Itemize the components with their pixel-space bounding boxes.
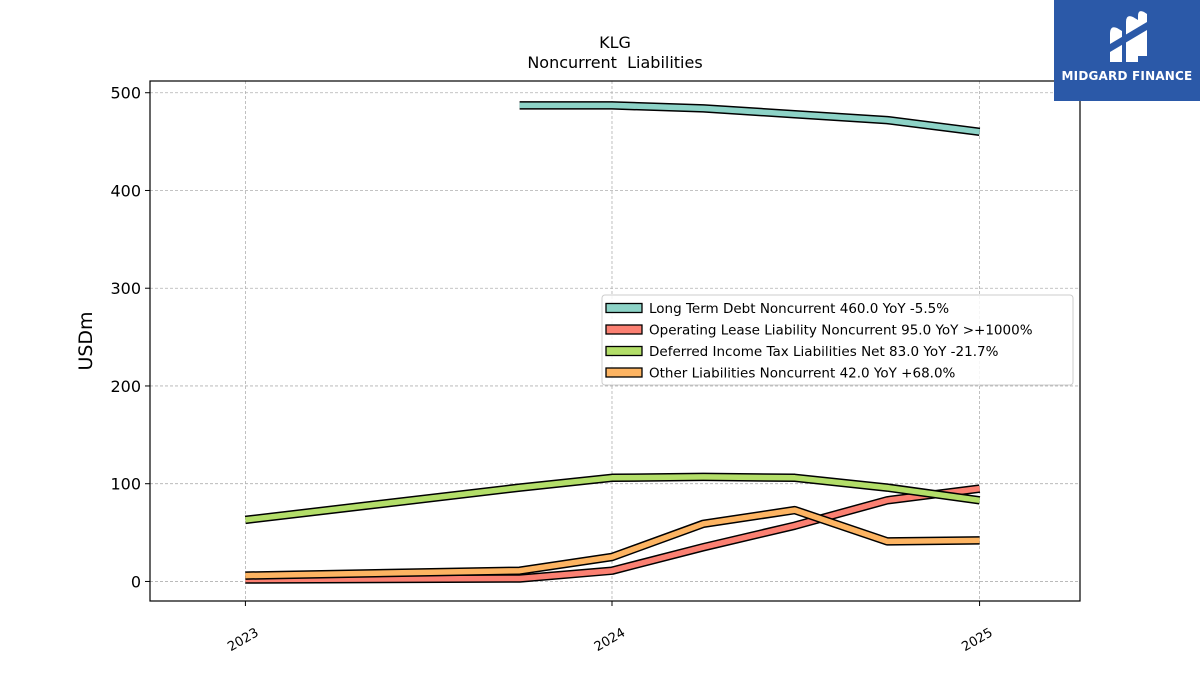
x-tick-label: 2024 — [592, 625, 628, 655]
y-axis-label: USDm — [75, 311, 97, 370]
y-tick-label: 100 — [110, 475, 141, 494]
series-line-0 — [519, 102, 980, 135]
series-lines — [244, 101, 981, 584]
x-tick-label: 2023 — [225, 625, 261, 655]
brand-logo: MIDGARD FINANCE — [1054, 0, 1200, 101]
plot-frame — [149, 80, 1081, 602]
legend-entry: Deferred Income Tax Liabilities Net 83.0… — [649, 344, 999, 360]
legend-swatch — [605, 367, 643, 378]
logo-text: MIDGARD FINANCE — [1061, 69, 1193, 83]
series-line-3 — [245, 507, 980, 579]
series-line-1 — [245, 485, 980, 583]
grid — [150, 81, 1080, 601]
y-tick-label: 0 — [131, 572, 141, 591]
series-line-2 — [245, 474, 980, 523]
x-tick-label: 2025 — [959, 625, 995, 655]
logo-mark-icon — [1110, 11, 1147, 63]
chart-title: KLG — [599, 33, 631, 52]
y-tick-label: 400 — [110, 181, 141, 200]
legend-swatch — [605, 345, 643, 357]
legend-box — [601, 294, 1074, 386]
y-tick-label: 200 — [110, 377, 141, 396]
y-tick-label: 300 — [110, 279, 141, 298]
y-tick-label: 500 — [110, 84, 141, 103]
legend-swatch — [605, 324, 643, 335]
legend-entry: Other Liabilities Noncurrent 42.0 YoY +6… — [649, 366, 956, 382]
legend-swatch — [605, 302, 643, 314]
legend-entry: Operating Lease Liability Noncurrent 95.… — [649, 323, 1033, 339]
legend: Long Term Debt Noncurrent 460.0 YoY -5.5… — [601, 294, 1074, 386]
legend-entry: Long Term Debt Noncurrent 460.0 YoY -5.5… — [649, 301, 949, 317]
series-line-outline — [245, 505, 980, 580]
chart-subtitle: Noncurrent Liabilities — [527, 53, 702, 72]
